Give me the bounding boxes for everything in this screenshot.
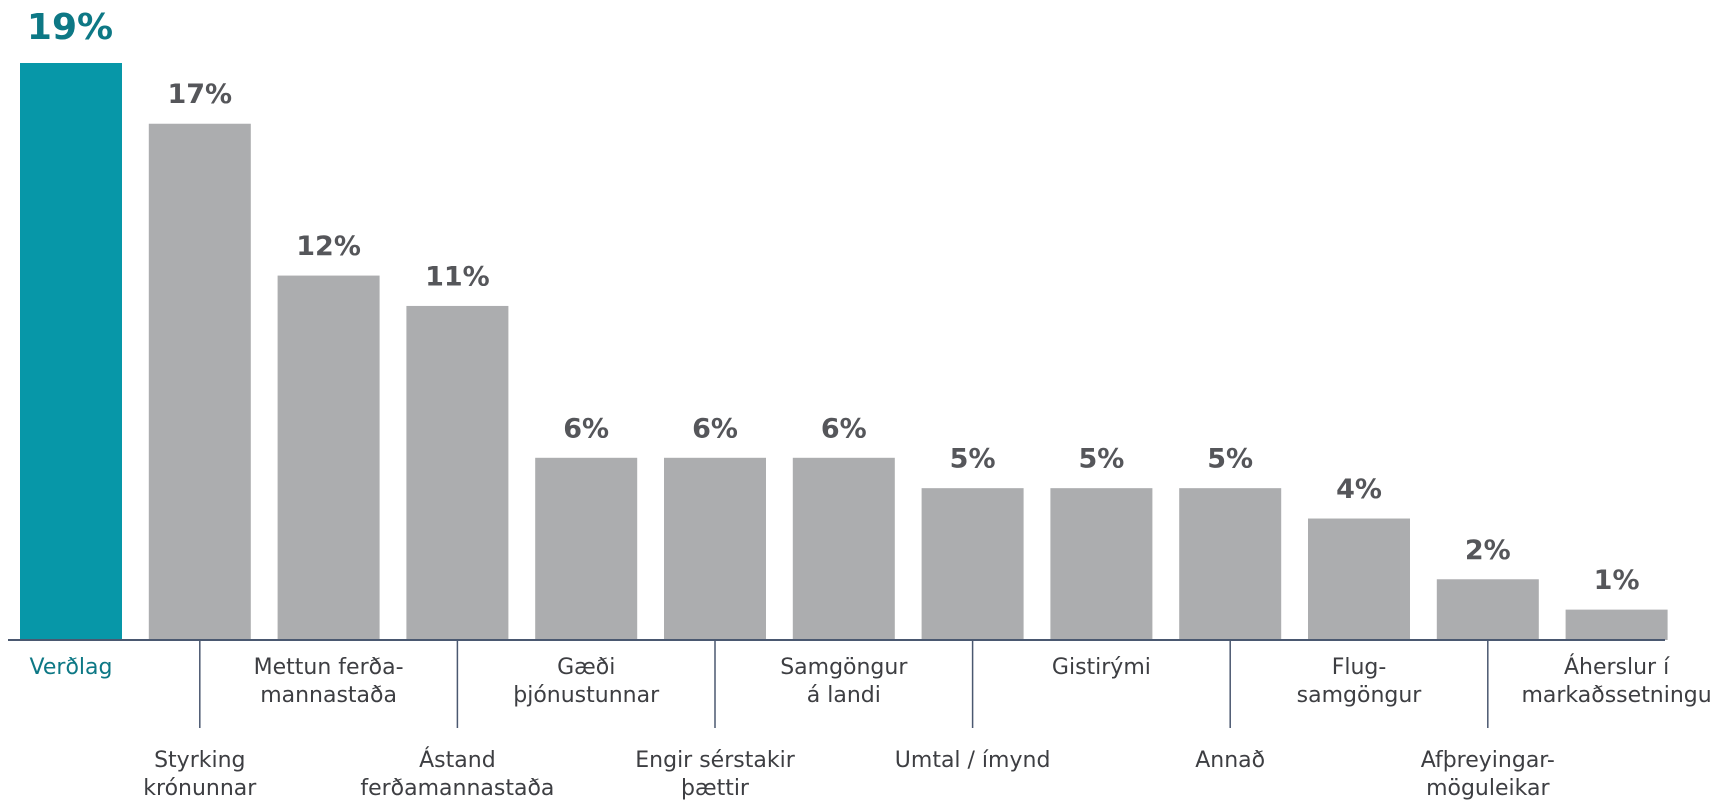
bar (1565, 609, 1668, 640)
x-tick-label-line: Engir sérstakir (635, 748, 795, 773)
x-tick-label-line: samgöngur (1297, 683, 1423, 708)
x-tick-label-line: markaðssetningu (1521, 683, 1711, 708)
bar (921, 488, 1024, 640)
x-tick-label-line: Gistirými (1052, 655, 1151, 680)
value-label: 12% (296, 231, 361, 262)
value-label: 19% (27, 7, 113, 48)
x-tick-label-line: Umtal / ímynd (895, 748, 1051, 773)
x-tick-label-line: Gæði (557, 655, 615, 680)
x-tick-label: Ástand ferðamannastaða (360, 747, 554, 801)
x-tick-label: Flug-samgöngur (1297, 655, 1423, 708)
value-label: 5% (1078, 444, 1124, 475)
x-tick-label: Mettun ferða-mannastaða (254, 655, 404, 708)
value-label: 6% (821, 413, 867, 444)
bar (792, 457, 895, 640)
value-label: 6% (692, 413, 738, 444)
value-label: 4% (1336, 474, 1382, 505)
value-label: 1% (1594, 565, 1640, 596)
bar (148, 123, 251, 641)
x-tick-label-line: mannastaða (260, 683, 397, 708)
x-tick-label: Umtal / ímynd (895, 748, 1051, 773)
x-tick-label: Annað (1195, 748, 1265, 773)
x-tick-label-line: Mettun ferða- (254, 655, 404, 680)
bar (1308, 518, 1410, 640)
value-label: 6% (563, 413, 609, 444)
x-tick-label-line: á landi (807, 683, 881, 708)
bar (535, 457, 638, 640)
x-tick-label: Samgöngur á landi (780, 655, 908, 708)
x-tick-label-line: Samgöngur (780, 655, 908, 680)
x-tick-label: Áherslur í markaðssetningu (1521, 654, 1711, 708)
x-tick-label-line: Verðlag (30, 655, 113, 680)
x-tick-label-line: Afþreyingar- (1421, 748, 1555, 773)
x-tick-label: Afþreyingar-möguleikar (1421, 748, 1555, 801)
bar (406, 305, 509, 640)
bar (20, 63, 122, 640)
bar (664, 457, 766, 640)
x-tick-label-line: þættir (681, 776, 750, 801)
x-tick-label-line: Ástand (419, 747, 496, 773)
x-tick-label: Gistirými (1052, 655, 1151, 680)
value-label: 5% (1207, 444, 1253, 475)
value-label: 5% (950, 444, 996, 475)
x-tick-label: Verðlag (30, 655, 113, 680)
x-tick-label: Engir sérstakir þættir (635, 748, 795, 801)
bar (1050, 488, 1153, 640)
x-tick-label-line: ferðamannastaða (360, 776, 554, 801)
x-tick-label-line: Styrking (154, 748, 245, 773)
x-tick-label: Gæði þjónustunnar (513, 655, 660, 708)
x-tick-label-line: Annað (1195, 748, 1265, 773)
x-tick-label: Styrking krónunnar (143, 748, 257, 801)
value-label: 17% (167, 79, 232, 110)
x-tick-label-line: krónunnar (143, 776, 257, 801)
x-tick-label-line: þjónustunnar (513, 683, 660, 708)
value-label: 2% (1465, 535, 1511, 566)
x-tick-label-line: Áherslur í (1564, 654, 1670, 680)
bar (277, 275, 380, 640)
bar (1436, 579, 1539, 640)
x-tick-label-line: möguleikar (1426, 776, 1550, 801)
bar (1179, 488, 1282, 640)
value-label: 11% (425, 261, 490, 292)
x-tick-label-line: Flug- (1332, 655, 1387, 680)
